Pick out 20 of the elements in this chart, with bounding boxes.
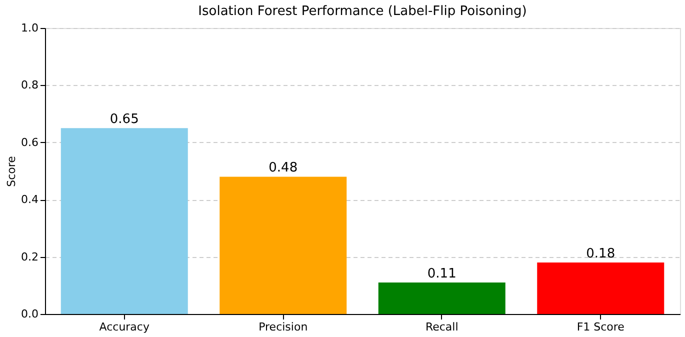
y-tick-label: 0.6 xyxy=(21,136,38,149)
bar xyxy=(537,262,664,314)
data-label: 0.48 xyxy=(268,160,298,176)
x-tick-label: Accuracy xyxy=(99,320,150,334)
y-tick-label: 0.0 xyxy=(21,308,38,320)
bar xyxy=(378,282,506,314)
data-label: 0.18 xyxy=(586,246,616,262)
chart-title: Isolation Forest Performance (Label-Flip Poisoning) xyxy=(198,4,527,19)
y-tick-label: 0.2 xyxy=(21,250,38,264)
y-tick-label: 0.8 xyxy=(21,78,38,92)
x-tick-label: F1 Score xyxy=(576,320,625,334)
y-tick-label: 1.0 xyxy=(21,22,38,34)
bar xyxy=(60,128,188,314)
data-label: 0.11 xyxy=(427,266,456,282)
x-tick-label: Precision xyxy=(258,320,308,334)
y-tick-label: 0.4 xyxy=(21,193,38,206)
bar xyxy=(220,176,347,314)
x-tick-label: Recall xyxy=(425,320,458,334)
y-axis-title: Score xyxy=(5,156,18,187)
data-label: 0.65 xyxy=(110,112,139,128)
